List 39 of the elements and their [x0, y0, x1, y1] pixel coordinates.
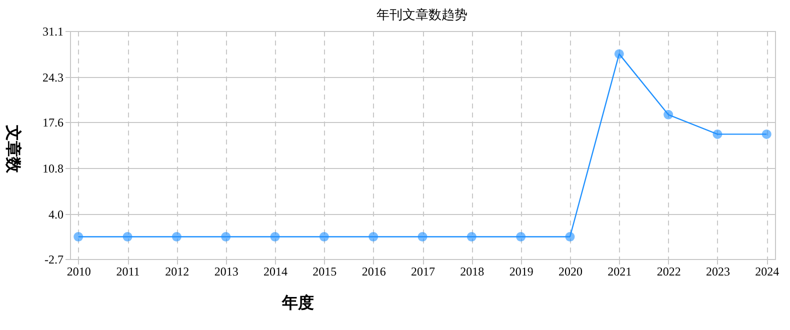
x-tick-label: 2012 — [165, 264, 190, 278]
y-tick-label: 17.6 — [42, 116, 64, 130]
x-tick-label: 2011 — [116, 264, 140, 278]
x-tick-label: 2016 — [362, 264, 386, 278]
point — [466, 232, 476, 242]
y-tick-label: 24.3 — [42, 70, 64, 84]
x-tick-label: 2018 — [460, 264, 484, 278]
x-tick-label: 2019 — [509, 264, 534, 278]
x-tick-label: 2017 — [411, 264, 435, 278]
x-tick-label: 2020 — [558, 264, 582, 278]
point — [565, 232, 575, 242]
point — [368, 232, 378, 242]
point — [270, 232, 280, 242]
y-tick-label: 10.8 — [42, 161, 64, 176]
x-tick-label: 2014 — [264, 264, 288, 278]
point — [516, 232, 526, 242]
point — [122, 232, 132, 242]
point — [319, 232, 329, 242]
x-tick-label: 2021 — [608, 264, 632, 278]
x-tick-label: 2013 — [214, 264, 238, 278]
y-tick-label: -2.7 — [44, 252, 64, 266]
chart-title: 年刊文章数趋势 — [376, 7, 468, 22]
x-tick-label: 2023 — [706, 264, 730, 278]
x-tick-label: 2010 — [66, 264, 91, 278]
y-tick-label: 31.1 — [42, 24, 64, 38]
point — [664, 110, 674, 120]
point — [614, 49, 624, 59]
point — [418, 232, 428, 242]
x-tick-label: 2024 — [755, 264, 780, 278]
point — [221, 232, 231, 242]
x-axis-title: 年度 — [281, 293, 314, 312]
y-tick-label: 4.0 — [48, 207, 64, 222]
point — [712, 129, 722, 139]
x-tick-label: 2015 — [312, 264, 337, 278]
y-axis-title: 文章数 — [4, 124, 22, 174]
x-tick-label: 2022 — [656, 264, 681, 278]
point — [172, 232, 182, 242]
point — [74, 232, 84, 242]
point — [762, 129, 772, 139]
